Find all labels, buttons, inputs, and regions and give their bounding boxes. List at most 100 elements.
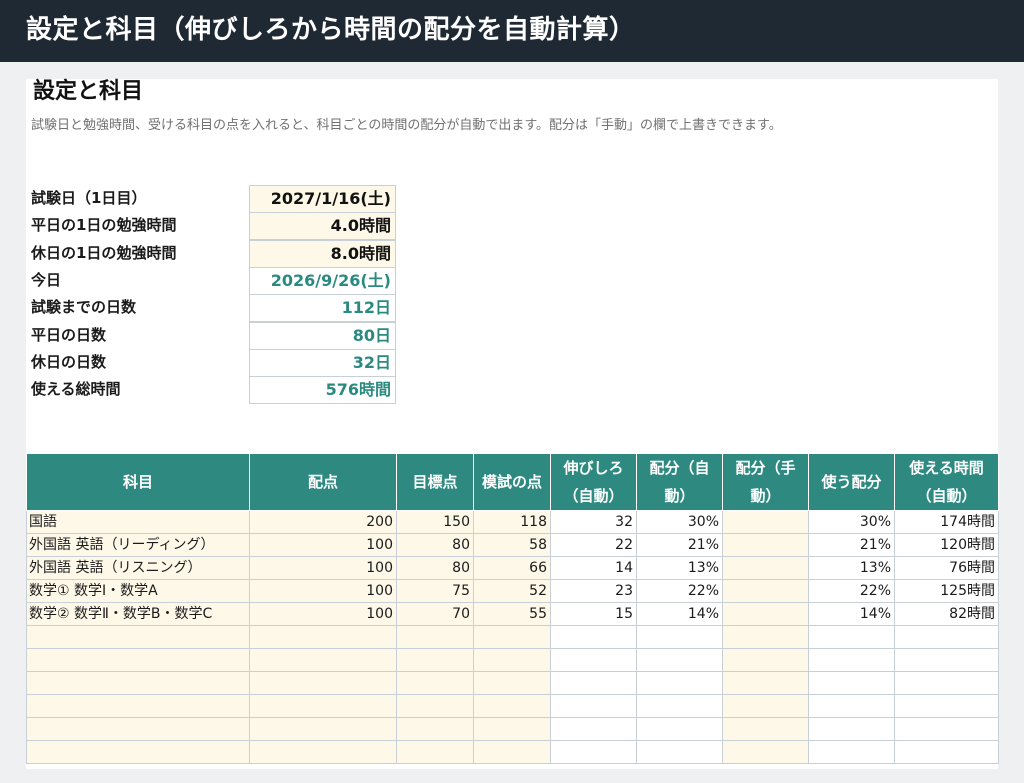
cell-subject[interactable] xyxy=(26,694,250,718)
cell-growth: 22 xyxy=(550,533,637,557)
cell-points[interactable] xyxy=(249,694,397,718)
cell-alloc-auto: 30% xyxy=(636,510,723,534)
subject-table: 科目 配点 目標点 模試の点 伸びしろ（自動） 配分（自動） 配分（手動） 使う配分 使える時間… xyxy=(26,453,999,764)
column-header-target: 目標点 xyxy=(396,453,474,511)
setting-label: 試験までの日数 xyxy=(31,298,137,317)
cell-hours: 120時間 xyxy=(894,533,999,557)
table-row: 数学① 数学Ⅰ・数学A 100 75 52 23 22% 22% 125時間 xyxy=(26,579,999,603)
cell-subject[interactable] xyxy=(26,717,250,741)
cell-mock[interactable]: 118 xyxy=(473,510,551,534)
cell-points[interactable] xyxy=(249,648,397,672)
table-row: 外国語 英語（リスニング） 100 80 66 14 13% 13% 76時間 xyxy=(26,556,999,580)
setting-computed-cell: 80日 xyxy=(249,321,396,350)
cell-points[interactable] xyxy=(249,671,397,695)
setting-label: 平日の1日の勉強時間 xyxy=(31,216,177,235)
cell-subject[interactable]: 外国語 英語（リスニング） xyxy=(26,556,250,580)
cell-points[interactable]: 200 xyxy=(249,510,397,534)
cell-target[interactable]: 70 xyxy=(396,602,474,626)
cell-hours xyxy=(894,740,999,764)
cell-mock[interactable] xyxy=(473,671,551,695)
cell-mock[interactable] xyxy=(473,717,551,741)
cell-points[interactable]: 100 xyxy=(249,533,397,557)
setting-input-cell[interactable]: 2027/1/16(土) xyxy=(249,185,396,213)
cell-hours: 76時間 xyxy=(894,556,999,580)
cell-points[interactable] xyxy=(249,625,397,649)
cell-alloc-auto: 21% xyxy=(636,533,723,557)
cell-mock[interactable]: 58 xyxy=(473,533,551,557)
cell-points[interactable] xyxy=(249,717,397,741)
cell-alloc-used xyxy=(808,740,895,764)
cell-subject[interactable]: 数学① 数学Ⅰ・数学A xyxy=(26,579,250,603)
cell-alloc-auto: 14% xyxy=(636,602,723,626)
cell-target[interactable]: 80 xyxy=(396,556,474,580)
cell-alloc-manual[interactable] xyxy=(722,556,809,580)
cell-mock[interactable] xyxy=(473,648,551,672)
cell-points[interactable]: 100 xyxy=(249,556,397,580)
cell-subject[interactable] xyxy=(26,740,250,764)
cell-target[interactable] xyxy=(396,717,474,741)
cell-hours: 174時間 xyxy=(894,510,999,534)
cell-alloc-manual[interactable] xyxy=(722,533,809,557)
cell-alloc-manual[interactable] xyxy=(722,717,809,741)
cell-alloc-manual[interactable] xyxy=(722,740,809,764)
cell-target[interactable]: 150 xyxy=(396,510,474,534)
cell-subject[interactable]: 数学② 数学Ⅱ・数学B・数学C xyxy=(26,602,250,626)
column-header-points: 配点 xyxy=(249,453,397,511)
cell-mock[interactable] xyxy=(473,740,551,764)
cell-alloc-used xyxy=(808,694,895,718)
cell-alloc-used xyxy=(808,648,895,672)
cell-growth xyxy=(550,648,637,672)
setting-label: 休日の日数 xyxy=(31,352,107,371)
cell-hours xyxy=(894,625,999,649)
column-header-hours: 使える時間（自動） xyxy=(894,453,999,511)
cell-growth: 14 xyxy=(550,556,637,580)
cell-subject[interactable]: 外国語 英語（リーディング） xyxy=(26,533,250,557)
cell-points[interactable]: 100 xyxy=(249,579,397,603)
cell-mock[interactable] xyxy=(473,694,551,718)
cell-growth: 15 xyxy=(550,602,637,626)
cell-alloc-manual[interactable] xyxy=(722,694,809,718)
column-header-subject: 科目 xyxy=(26,453,250,511)
cell-hours xyxy=(894,671,999,695)
cell-target[interactable] xyxy=(396,625,474,649)
cell-alloc-manual[interactable] xyxy=(722,510,809,534)
cell-target[interactable] xyxy=(396,694,474,718)
cell-subject[interactable] xyxy=(26,625,250,649)
cell-growth xyxy=(550,625,637,649)
cell-target[interactable] xyxy=(396,740,474,764)
cell-target[interactable]: 80 xyxy=(396,533,474,557)
cell-alloc-manual[interactable] xyxy=(722,671,809,695)
cell-hours: 82時間 xyxy=(894,602,999,626)
cell-alloc-auto xyxy=(636,625,723,649)
table-row xyxy=(26,625,999,649)
cell-points[interactable]: 100 xyxy=(249,602,397,626)
cell-points[interactable] xyxy=(249,740,397,764)
cell-growth: 23 xyxy=(550,579,637,603)
cell-alloc-manual[interactable] xyxy=(722,625,809,649)
cell-target[interactable] xyxy=(396,671,474,695)
setting-input-cell[interactable]: 8.0時間 xyxy=(249,239,396,268)
column-header-alloc-auto: 配分（自動） xyxy=(636,453,723,511)
cell-mock[interactable]: 66 xyxy=(473,556,551,580)
cell-target[interactable] xyxy=(396,648,474,672)
cell-mock[interactable]: 55 xyxy=(473,602,551,626)
table-row: 数学② 数学Ⅱ・数学B・数学C 100 70 55 15 14% 14% 82時間 xyxy=(26,602,999,626)
setting-input-cell[interactable]: 4.0時間 xyxy=(249,212,396,241)
setting-computed-cell: 2026/9/26(土) xyxy=(249,266,396,295)
table-header-row: 科目 配点 目標点 模試の点 伸びしろ（自動） 配分（自動） 配分（手動） 使う配分 使える時間… xyxy=(26,453,999,511)
cell-target[interactable]: 75 xyxy=(396,579,474,603)
cell-subject[interactable] xyxy=(26,671,250,695)
cell-alloc-manual[interactable] xyxy=(722,579,809,603)
cell-alloc-manual[interactable] xyxy=(722,602,809,626)
window-title: 設定と科目（伸びしろから時間の配分を自動計算） xyxy=(0,0,1024,62)
cell-alloc-auto: 22% xyxy=(636,579,723,603)
cell-mock[interactable] xyxy=(473,625,551,649)
setting-label: 試験日（1日目） xyxy=(31,189,147,207)
cell-growth xyxy=(550,694,637,718)
cell-subject[interactable] xyxy=(26,648,250,672)
cell-growth xyxy=(550,740,637,764)
cell-hours: 125時間 xyxy=(894,579,999,603)
cell-alloc-manual[interactable] xyxy=(722,648,809,672)
cell-mock[interactable]: 52 xyxy=(473,579,551,603)
cell-subject[interactable]: 国語 xyxy=(26,510,250,534)
